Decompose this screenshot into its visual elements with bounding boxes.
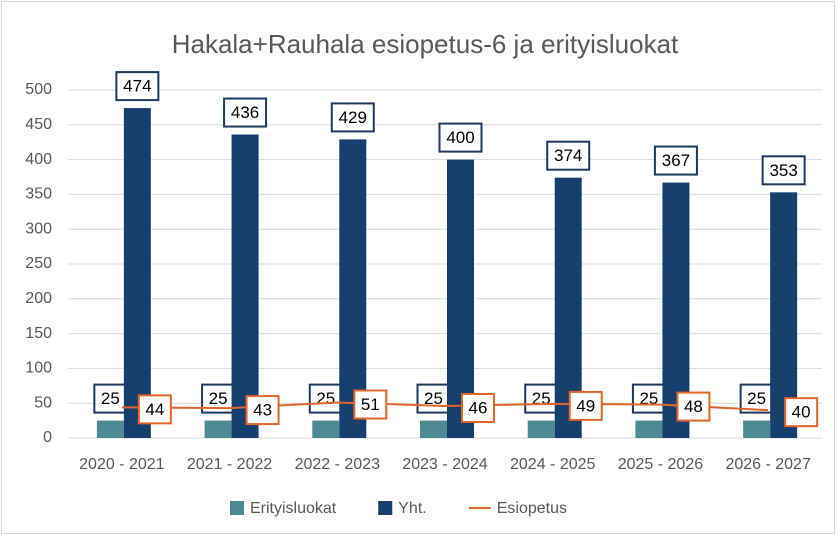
data-label: 25 [747, 389, 766, 408]
data-label: 25 [639, 389, 658, 408]
data-label-box [568, 390, 603, 421]
y-tick-label: 50 [34, 394, 52, 411]
bar [204, 420, 232, 438]
y-tick-label: 300 [25, 220, 52, 237]
legend-label: Yht. [398, 500, 426, 517]
x-tick-label: 2026 - 2027 [725, 456, 811, 473]
y-tick-label: 400 [25, 151, 52, 168]
data-label: 44 [145, 400, 164, 419]
data-label: 25 [424, 389, 443, 408]
data-label: 25 [316, 389, 335, 408]
data-label-box [546, 140, 591, 171]
data-label-box [676, 391, 711, 422]
x-tick-label: 2022 - 2023 [295, 456, 381, 473]
bar [770, 192, 798, 438]
bar [447, 159, 474, 438]
chart-title: Hakala+Rauhala esiopetus-6 ja erityisluo… [172, 29, 679, 59]
x-tick-label: 2024 - 2025 [510, 456, 596, 473]
legend-label: Erityisluokat [250, 500, 337, 517]
bar [743, 420, 771, 438]
data-label: 48 [684, 397, 703, 416]
bar [527, 420, 555, 438]
data-label-box [653, 145, 698, 176]
line [121, 401, 769, 412]
data-label: 374 [554, 146, 582, 165]
legend-label: Esiopetus [497, 500, 567, 517]
data-label: 40 [792, 403, 811, 422]
data-label-box [137, 394, 172, 425]
bar [231, 134, 259, 438]
data-label: 367 [662, 151, 690, 170]
data-label-box [739, 383, 774, 414]
data-label: 46 [469, 398, 488, 417]
data-label-box [631, 383, 666, 414]
data-label: 25 [209, 389, 228, 408]
data-label: 49 [576, 396, 595, 415]
y-tick-label: 150 [25, 325, 52, 342]
data-label: 43 [253, 401, 272, 420]
bar [312, 420, 340, 438]
y-tick-label: 450 [25, 116, 52, 133]
y-tick-label: 250 [25, 255, 52, 272]
x-tick-label: 2020 - 2021 [79, 456, 165, 473]
y-tick-label: 200 [25, 290, 52, 307]
data-label: 429 [339, 108, 367, 127]
bar [339, 139, 367, 438]
y-tick-label: 350 [25, 186, 52, 203]
data-label-box [330, 102, 375, 133]
y-tick-label: 100 [25, 360, 52, 377]
data-label: 400 [446, 128, 474, 147]
data-label-box [223, 97, 268, 128]
data-label-box [245, 395, 280, 426]
data-label-box [461, 392, 495, 423]
data-label-box [115, 71, 160, 102]
data-label: 51 [361, 395, 380, 414]
x-tick-label: 2025 - 2026 [618, 456, 704, 473]
data-label: 436 [231, 103, 259, 122]
data-label-box [438, 122, 483, 153]
data-label-box [761, 155, 806, 186]
bar [635, 420, 663, 438]
data-label: 25 [101, 389, 120, 408]
bar [96, 420, 124, 438]
legend-swatch [378, 501, 393, 515]
data-label-box [353, 389, 388, 420]
data-label-box [784, 397, 819, 428]
bar [420, 420, 447, 438]
x-tick-label: 2021 - 2022 [187, 456, 273, 473]
y-tick-label: 500 [25, 81, 52, 98]
legend-swatch [230, 501, 244, 515]
data-label-box [308, 383, 343, 414]
data-label: 353 [769, 161, 797, 180]
bar [123, 108, 151, 438]
data-label-box [416, 383, 451, 414]
y-tick-label: 0 [43, 429, 52, 446]
data-label: 474 [123, 77, 151, 96]
x-tick-label: 2023 - 2024 [402, 456, 488, 473]
